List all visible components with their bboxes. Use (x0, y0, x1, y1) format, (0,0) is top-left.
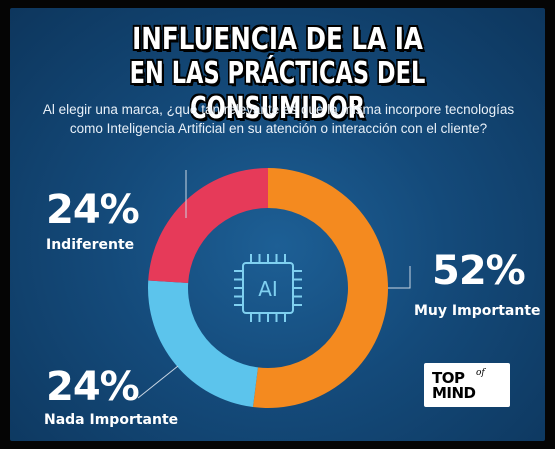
pct-nada-importante: 24% (46, 364, 140, 410)
label-indiferente: Indiferente (46, 237, 135, 253)
leader-nada-importante (137, 365, 179, 399)
label-nada-importante: Nada Importante (44, 412, 179, 428)
logo-top-text: TOP (432, 369, 465, 387)
slice-muy-importante (252, 168, 388, 408)
title-line-1: INFLUENCIA DE LA IA (132, 22, 423, 57)
pct-indiferente: 24% (46, 187, 140, 233)
logo-mind-text: MIND (432, 384, 476, 402)
ai-chip-icon: AI (234, 254, 302, 322)
leader-muy-importante (388, 266, 411, 289)
logo-of-text: of (476, 368, 485, 378)
title-line-2: EN LAS PRÁCTICAS DEL CONSUMIDOR (129, 56, 426, 126)
infographic-panel: INFLUENCIA DE LA IA EN LAS PRÁCTICAS DEL… (10, 8, 545, 441)
slice-indiferente (148, 168, 268, 283)
pct-muy-importante: 52% (432, 248, 526, 294)
ai-chip-label: AI (258, 277, 278, 301)
subtitle: Al elegir una marca, ¿qué tan relevante … (42, 102, 515, 136)
donut-chart: AI (137, 168, 411, 408)
slice-nada-importante (147, 280, 258, 408)
top-of-mind-logo: TOP of MIND (424, 363, 510, 407)
label-muy-importante: Muy Importante (414, 303, 541, 319)
